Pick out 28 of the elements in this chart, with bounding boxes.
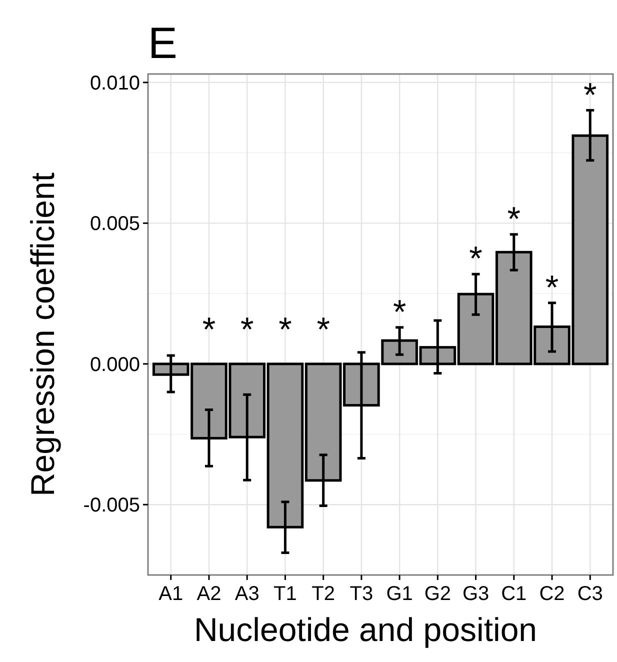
y-tick-label: 0.005	[90, 213, 140, 236]
data-label: *	[507, 200, 521, 238]
x-tick-label: C3	[577, 583, 603, 605]
x-tick-label: A2	[196, 583, 222, 605]
data-label: *	[469, 240, 482, 278]
x-tick-label: G2	[424, 583, 452, 605]
data-label: *	[392, 293, 406, 332]
chart-title: E	[148, 19, 178, 68]
data-label: *	[584, 76, 597, 114]
x-axis-title: Nucleotide and position	[194, 611, 538, 648]
y-tick-label: 0.000	[90, 354, 140, 376]
x-tick-label: A1	[158, 583, 184, 605]
data-label: *	[545, 268, 559, 307]
x-tick-label: A3	[234, 583, 260, 605]
y-axis-title: Regression coefficient	[24, 172, 61, 497]
x-tick-label: T3	[350, 583, 374, 605]
y-tick-label: -0.005	[83, 494, 140, 517]
data-label: *	[278, 310, 292, 349]
x-tick-label: C2	[539, 583, 565, 605]
y-tick-label: 0.010	[90, 72, 140, 94]
x-tick-label: G3	[462, 583, 490, 605]
x-tick-label: T2	[312, 583, 335, 605]
data-label: *	[202, 310, 216, 349]
data-label: *	[316, 310, 330, 349]
data-label: *	[240, 310, 254, 349]
x-tick-label: G1	[386, 583, 413, 605]
x-tick-label: T1	[274, 583, 297, 605]
x-tick-label: C1	[501, 583, 527, 605]
